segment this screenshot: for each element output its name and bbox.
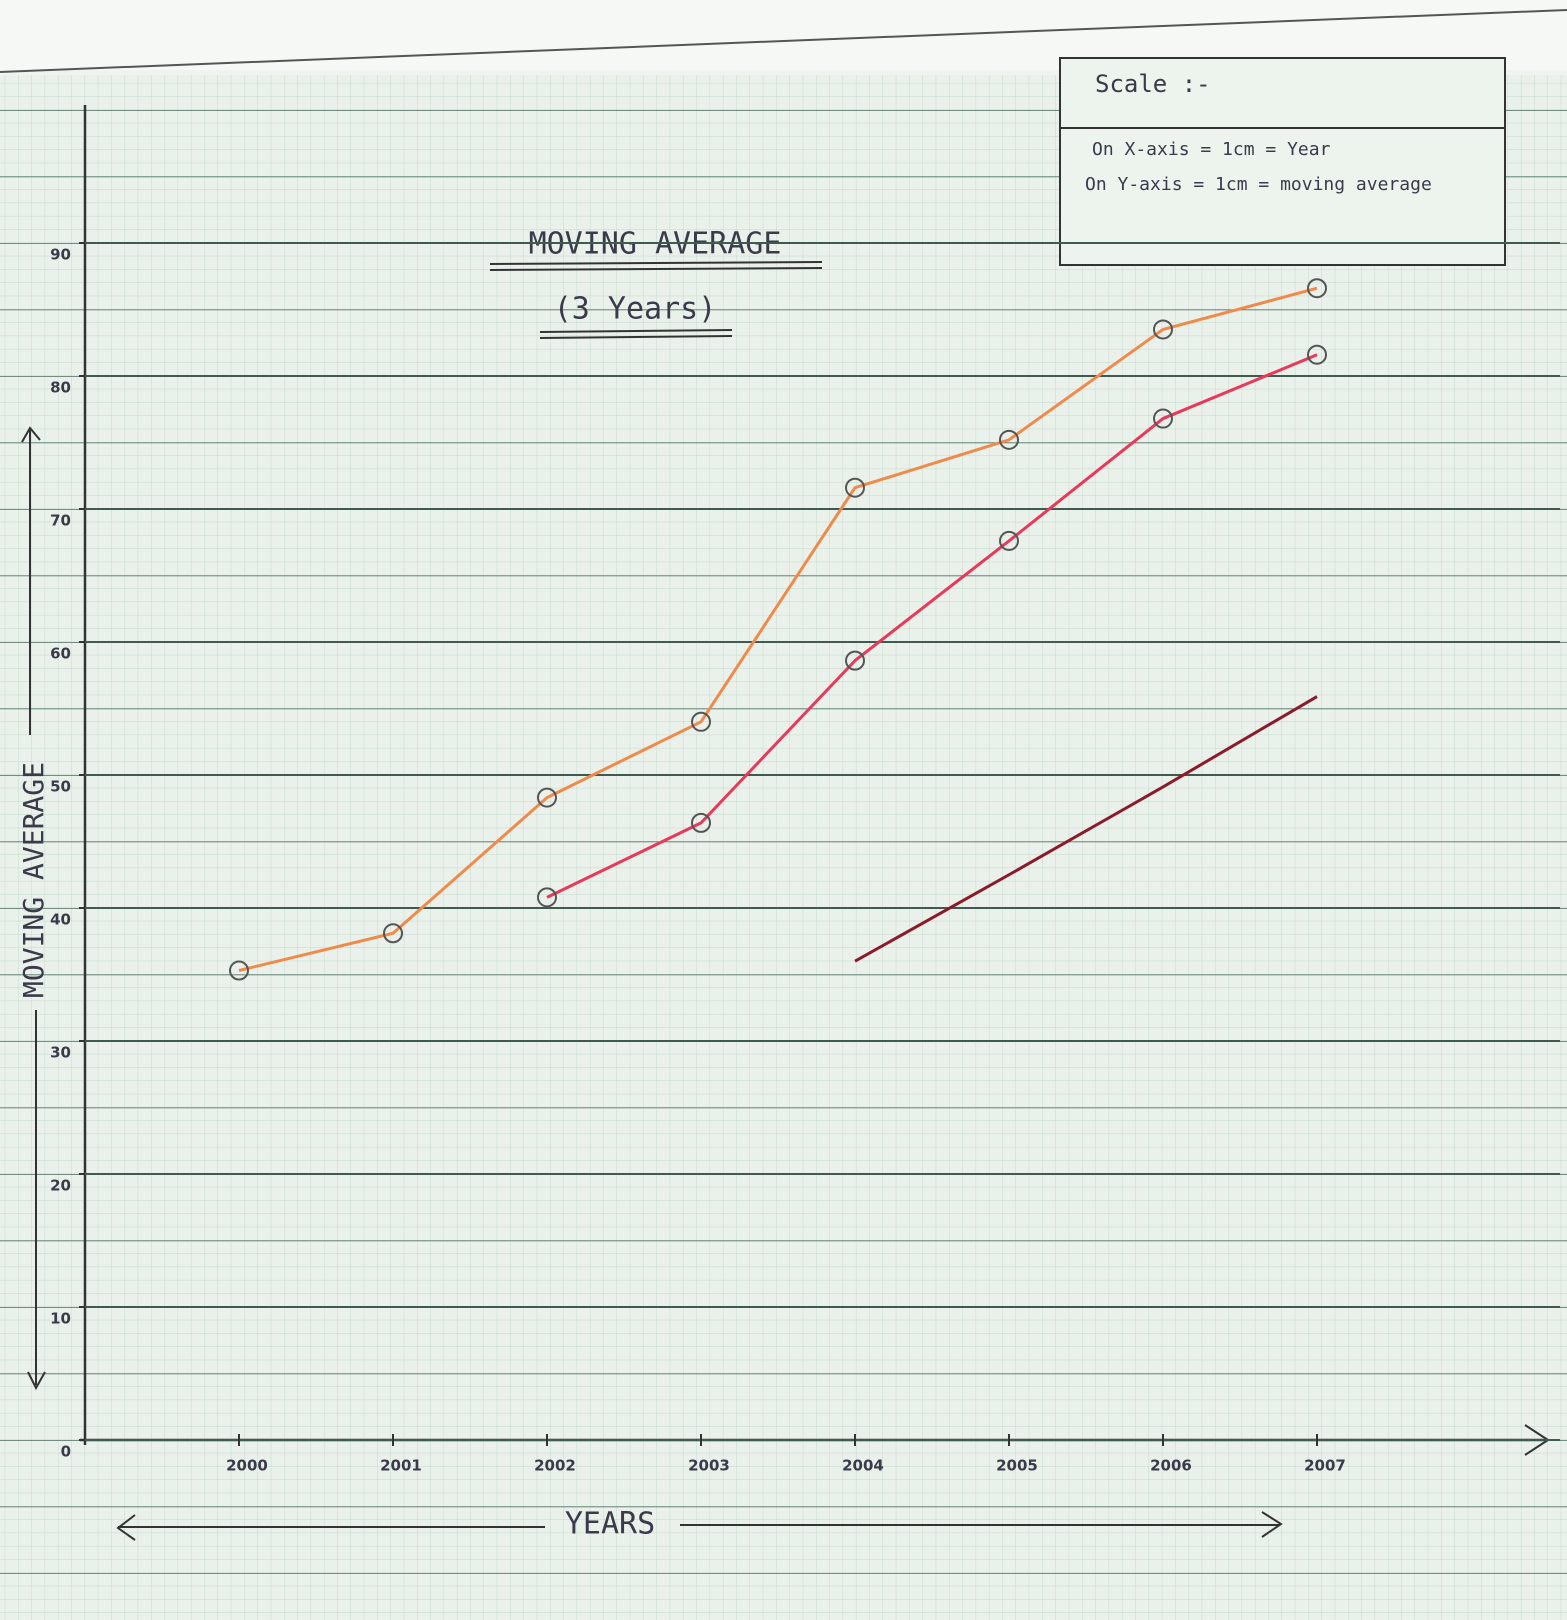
- x-tick-label: 2002: [534, 1457, 576, 1475]
- chart-subtitle: (3 Years): [554, 292, 717, 327]
- y-tick-label: 40: [50, 911, 71, 929]
- y-tick-label: 70: [50, 512, 71, 530]
- y-tick-label: 0: [61, 1443, 71, 1461]
- x-axis-label: YEARS: [565, 1507, 655, 1542]
- scale-title: Scale :-: [1095, 70, 1211, 98]
- y-tick-label: 50: [50, 778, 71, 796]
- y-axis-label: MOVING AVERAGE: [17, 762, 50, 998]
- y-tick-label: 30: [50, 1044, 71, 1062]
- chart: MOVING AVERAGE (3 Years) Scale :- On X-a…: [0, 0, 1567, 1620]
- scale-line: On Y-axis = 1cm = moving average: [1085, 174, 1432, 195]
- x-tick-label: 2004: [842, 1457, 884, 1475]
- y-tick-label: 60: [50, 645, 71, 663]
- graph-paper-major: [0, 75, 1567, 1620]
- page: {"chart_data": { "type": "line", "title"…: [0, 0, 1567, 1620]
- x-tick-label: 2006: [1150, 1457, 1192, 1475]
- x-tick-label: 2000: [226, 1457, 268, 1475]
- x-tick-label: 2007: [1304, 1457, 1346, 1475]
- y-tick-label: 90: [50, 246, 71, 264]
- y-tick-label: 20: [50, 1177, 71, 1195]
- y-tick-label: 80: [50, 379, 71, 397]
- x-tick-label: 2003: [688, 1457, 730, 1475]
- y-tick-label: 10: [50, 1310, 71, 1328]
- x-tick-label: 2005: [996, 1457, 1038, 1475]
- x-tick-label: 2001: [380, 1457, 422, 1475]
- scale-line: On X-axis = 1cm = Year: [1092, 139, 1331, 160]
